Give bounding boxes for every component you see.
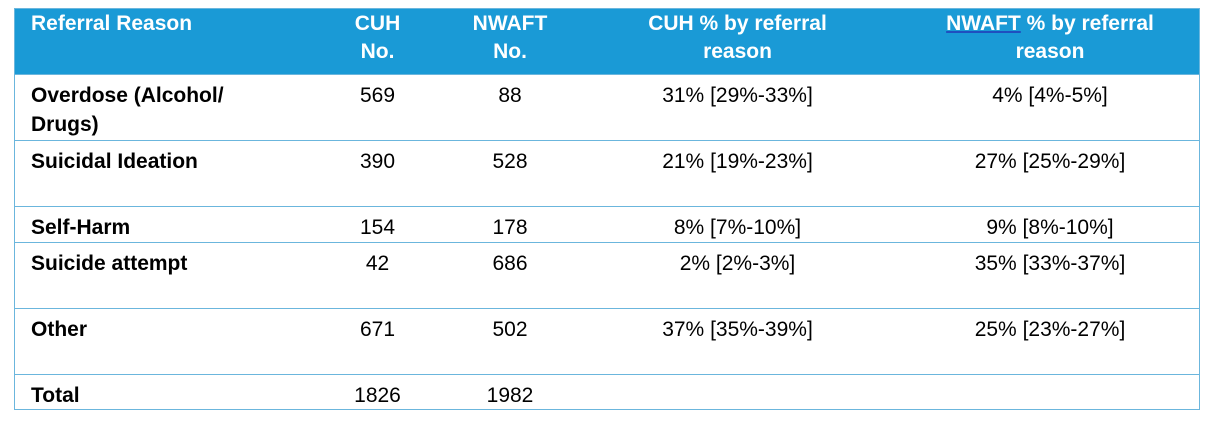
cell-nwaft-pct: 27% [25%-29%]	[900, 139, 1200, 206]
referral-reason-table: Referral Reason CUH No. NWAFT No. CUH % …	[14, 8, 1200, 410]
cell-cuh-no: 671	[310, 307, 445, 374]
table-row: Suicidal Ideation 390 528 21% [19%-23%] …	[14, 139, 1200, 206]
header-nwaft-pct-underlined: NWAFT	[946, 12, 1021, 35]
cell-total-cuh-no: 1826	[310, 373, 445, 410]
table-header: Referral Reason CUH No. NWAFT No. CUH % …	[14, 8, 1200, 74]
header-row: Referral Reason CUH No. NWAFT No. CUH % …	[14, 8, 1200, 74]
table-row: Self-Harm 154 178 8% [7%-10%] 9% [8%-10%…	[14, 205, 1200, 242]
table-row: Suicide attempt 42 686 2% [2%-3%] 35% [3…	[14, 241, 1200, 308]
cell-nwaft-pct: 4% [4%-5%]	[900, 73, 1200, 140]
cell-referral-reason: Overdose (Alcohol/ Drugs)	[14, 73, 310, 140]
header-cuh-pct-line2: reason	[703, 40, 772, 63]
header-cuh-no: CUH No.	[310, 8, 445, 74]
cell-cuh-no: 390	[310, 139, 445, 206]
cell-cuh-no: 42	[310, 241, 445, 308]
cell-total-cuh-pct	[575, 373, 900, 410]
header-nwaft-no: NWAFT No.	[445, 8, 575, 74]
cell-cuh-pct: 31% [29%-33%]	[575, 73, 900, 140]
header-cuh-pct-line1: CUH % by referral	[648, 12, 827, 35]
table-row: Overdose (Alcohol/ Drugs) 569 88 31% [29…	[14, 73, 1200, 140]
cell-nwaft-pct: 35% [33%-37%]	[900, 241, 1200, 308]
cell-nwaft-no: 528	[445, 139, 575, 206]
header-nwaft-pct-line2: reason	[1015, 40, 1085, 63]
cell-referral-reason: Suicidal Ideation	[14, 139, 310, 206]
cell-nwaft-no: 686	[445, 241, 575, 308]
cell-nwaft-pct: 9% [8%-10%]	[900, 205, 1200, 242]
reason-line2: Drugs)	[31, 112, 99, 136]
header-referral-reason: Referral Reason	[14, 8, 310, 74]
cell-referral-reason: Self-Harm	[14, 205, 310, 242]
header-cuh-no-line2: No.	[360, 40, 395, 63]
cell-cuh-pct: 21% [19%-23%]	[575, 139, 900, 206]
header-referral-reason-text: Referral Reason	[31, 12, 193, 35]
header-cuh-pct: CUH % by referral reason	[575, 8, 900, 74]
header-nwaft-pct: NWAFT % by referral reason	[900, 8, 1200, 74]
reason-line1: Overdose (Alcohol/	[31, 83, 224, 107]
table-body: Overdose (Alcohol/ Drugs) 569 88 31% [29…	[14, 73, 1200, 410]
cell-total-nwaft-no: 1982	[445, 373, 575, 410]
header-nwaft-no-line2: No.	[493, 40, 527, 63]
table-row: Other 671 502 37% [35%-39%] 25% [23%-27%…	[14, 307, 1200, 374]
cell-nwaft-no: 502	[445, 307, 575, 374]
cell-cuh-pct: 37% [35%-39%]	[575, 307, 900, 374]
total-row: Total 1826 1982	[14, 373, 1200, 410]
cell-total-nwaft-pct	[900, 373, 1200, 410]
cell-nwaft-no: 178	[445, 205, 575, 242]
cell-total-label: Total	[14, 373, 310, 410]
cell-referral-reason: Suicide attempt	[14, 241, 310, 308]
header-cuh-no-line1: CUH	[354, 12, 401, 35]
cell-cuh-pct: 2% [2%-3%]	[575, 241, 900, 308]
cell-nwaft-no: 88	[445, 73, 575, 140]
header-nwaft-pct-line1-rest: % by referral	[1020, 12, 1154, 35]
cell-referral-reason: Other	[14, 307, 310, 374]
cell-cuh-no: 154	[310, 205, 445, 242]
header-nwaft-no-line1: NWAFT	[472, 12, 548, 35]
cell-nwaft-pct: 25% [23%-27%]	[900, 307, 1200, 374]
cell-cuh-no: 569	[310, 73, 445, 140]
cell-cuh-pct: 8% [7%-10%]	[575, 205, 900, 242]
